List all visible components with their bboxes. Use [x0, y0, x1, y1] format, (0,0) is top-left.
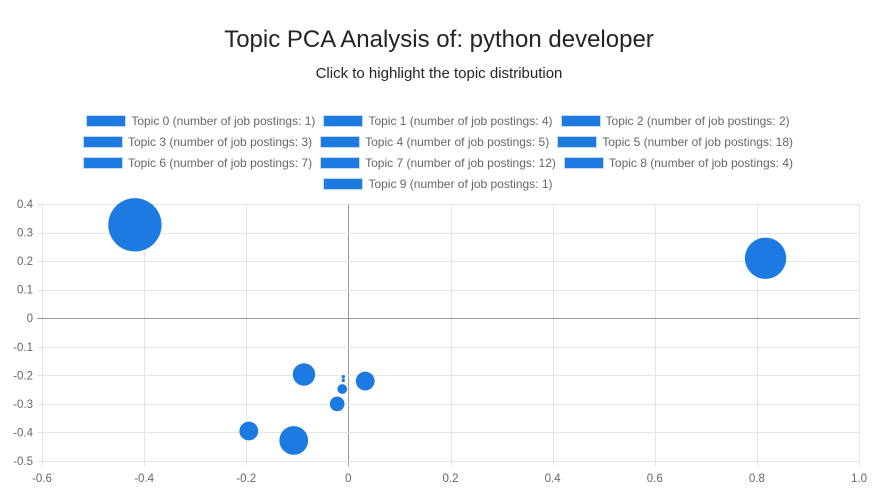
legend-swatch	[320, 157, 361, 169]
legend-swatch	[83, 157, 123, 169]
y-axis-ticks: 0.4 0.3 0.2 0.1 0 -0.1 -0.2 -0.3 -0.4 -0.5	[13, 199, 33, 468]
legend-swatch	[323, 178, 364, 190]
point-topic-1[interactable]	[355, 371, 375, 391]
legend-swatch	[563, 157, 604, 169]
grid	[37, 204, 860, 466]
legend-item-topic-4[interactable]: Topic 4 (number of job postings: 5)	[320, 133, 549, 151]
legend-label: Topic 3 (number of job postings: 3)	[128, 135, 313, 149]
legend-label: Topic 8 (number of job postings: 4)	[608, 156, 793, 170]
x-tick-label: 1.0	[851, 473, 867, 485]
legend-swatch	[557, 136, 598, 148]
y-tick-label: 0.2	[17, 256, 33, 268]
x-tick-label: 0.4	[545, 473, 562, 485]
y-tick-label: -0.2	[13, 370, 33, 382]
y-tick-label: -0.1	[13, 342, 33, 354]
legend-item-topic-0[interactable]: Topic 0 (number of job postings: 1)	[86, 112, 315, 130]
point-topic-7[interactable]	[744, 237, 787, 279]
x-tick-label: -0.2	[236, 473, 256, 485]
point-topic-5[interactable]	[108, 198, 162, 252]
x-axis-ticks: -0.6 -0.4 -0.2 0 0.2 0.4 0.6 0.8 1.0	[32, 473, 867, 485]
point-topic-4[interactable]	[292, 363, 316, 386]
x-tick-label: -0.6	[32, 473, 52, 485]
point-topic-8[interactable]	[239, 421, 259, 441]
legend-item-topic-8[interactable]: Topic 8 (number of job postings: 4)	[563, 154, 793, 172]
y-tick-label: -0.3	[13, 399, 33, 411]
x-tick-label: 0	[345, 473, 351, 485]
x-tick-label: 0.6	[647, 473, 663, 485]
y-tick-label: 0	[27, 313, 33, 325]
legend-label: Topic 4 (number of job postings: 5)	[365, 135, 550, 149]
legend-swatch	[323, 115, 364, 127]
legend-label: Topic 6 (number of job postings: 7)	[128, 156, 313, 170]
legend-label: Topic 1 (number of job postings: 4)	[368, 114, 553, 128]
legend-item-topic-5[interactable]: Topic 5 (number of job postings: 18)	[557, 133, 793, 151]
legend-item-topic-6[interactable]: Topic 6 (number of job postings: 7)	[83, 154, 312, 172]
legend-label: Topic 0 (number of job postings: 1)	[131, 114, 316, 128]
point-topic-0[interactable]	[341, 375, 345, 379]
legend-item-topic-3[interactable]: Topic 3 (number of job postings: 3)	[83, 133, 312, 151]
point-topic-3[interactable]	[329, 396, 345, 412]
legend-swatch	[320, 136, 361, 148]
y-tick-label: 0.3	[17, 228, 33, 240]
y-tick-label: -0.4	[13, 427, 33, 439]
legend-item-topic-2[interactable]: Topic 2 (number of job postings: 2)	[560, 112, 790, 130]
y-tick-label: 0.4	[17, 199, 34, 211]
point-topic-2[interactable]	[337, 384, 348, 394]
y-tick-label: 0.1	[17, 285, 33, 297]
point-topic-6[interactable]	[279, 426, 309, 455]
x-tick-label: -0.4	[134, 473, 154, 485]
legend-label: Topic 7 (number of job postings: 12)	[365, 156, 556, 170]
legend-item-topic-9[interactable]: Topic 9 (number of job postings: 1)	[323, 175, 553, 193]
legend-item-topic-1[interactable]: Topic 1 (number of job postings: 4)	[323, 112, 553, 130]
legend-label: Topic 9 (number of job postings: 1)	[368, 177, 553, 191]
y-tick-label: -0.5	[13, 456, 33, 468]
x-tick-label: 0.2	[443, 473, 459, 485]
legend-swatch	[560, 115, 601, 127]
point-topic-9[interactable]	[341, 378, 345, 383]
chart-title: Topic PCA Analysis of: python developer	[224, 26, 654, 53]
chart-legend: Topic 0 (number of job postings: 1) Topic…	[30, 112, 846, 193]
x-tick-label: 0.8	[749, 473, 765, 485]
legend-swatch	[83, 136, 123, 148]
legend-item-topic-7[interactable]: Topic 7 (number of job postings: 12)	[320, 154, 556, 172]
legend-label: Topic 5 (number of job postings: 18)	[602, 135, 793, 149]
legend-label: Topic 2 (number of job postings: 2)	[605, 114, 790, 128]
chart-subtitle: Click to highlight the topic distributio…	[315, 65, 563, 82]
data-points	[108, 198, 787, 455]
legend-swatch	[86, 115, 127, 127]
